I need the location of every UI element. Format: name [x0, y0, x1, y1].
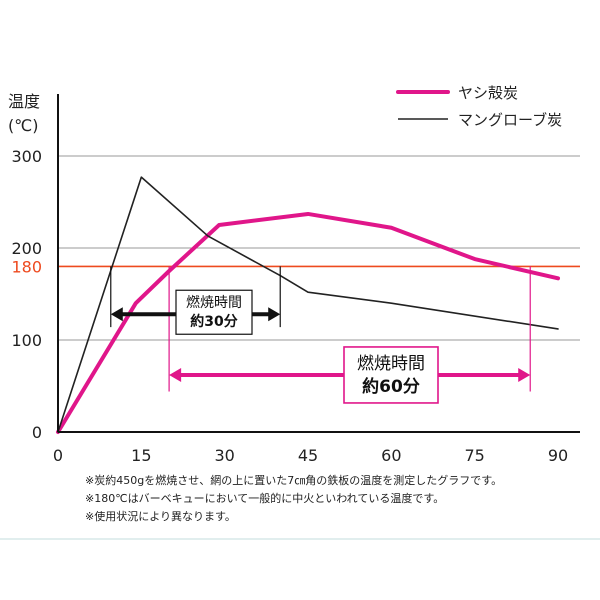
grid-layer	[58, 155, 580, 341]
annotation-arrow-head-right-0	[268, 307, 281, 322]
legend-label-coconut: ヤシ殻炭	[458, 84, 518, 102]
y-tick-label-200: 200	[11, 239, 42, 258]
series-line-coconut	[56, 211, 560, 434]
x-tick-label-60: 60	[381, 446, 401, 465]
x-tick-label-90: 90	[548, 446, 568, 465]
y-tick-label-100: 100	[11, 331, 42, 350]
series-layer	[56, 176, 560, 434]
y-axis-label: 温度	[8, 92, 40, 111]
reference-label-180: 180	[11, 257, 42, 276]
reference-layer: 180	[11, 257, 580, 276]
x-tick-label-15: 15	[131, 446, 151, 465]
note-line-2: ※180℃はバーベキューにおいて一般的に中火といわれている温度です。	[85, 491, 444, 505]
axis-layer: 0 100 200 300 0 15 30 45 60 75 90	[11, 94, 580, 465]
notes: ※炭約450gを燃焼させ、網の上に置いた7㎝角の鉄板の温度を測定したグラフです。…	[85, 473, 502, 523]
annotation-title-30: 燃焼時間	[186, 294, 242, 311]
annotation-arrow-head-left-1	[169, 367, 182, 382]
legend-label-mangrove: マングローブ炭	[458, 111, 562, 129]
annotation-arrow-head-right-1	[518, 367, 531, 382]
x-tick-label-45: 45	[298, 446, 318, 465]
annotation-title-60: 燃焼時間	[357, 354, 425, 374]
annotation-box-30	[175, 289, 253, 335]
x-tick-label-0: 0	[53, 446, 63, 465]
note-line-1: ※炭約450gを燃焼させ、網の上に置いた7㎝角の鉄板の温度を測定したグラフです。	[85, 473, 502, 487]
y-tick-label-300: 300	[11, 147, 42, 166]
y-axis-unit: (℃)	[8, 116, 38, 135]
annotation-value-30: 約30分	[190, 313, 237, 330]
x-tick-label-75: 75	[464, 446, 484, 465]
x-tick-label-30: 30	[214, 446, 234, 465]
annotation-box-60	[343, 346, 439, 404]
note-line-3: ※使用状況により異なります。	[85, 509, 236, 523]
y-tick-label-0: 0	[32, 423, 42, 442]
annotation-value-60: 約60分	[362, 376, 420, 397]
annotation-arrow-head-left-0	[110, 307, 123, 322]
